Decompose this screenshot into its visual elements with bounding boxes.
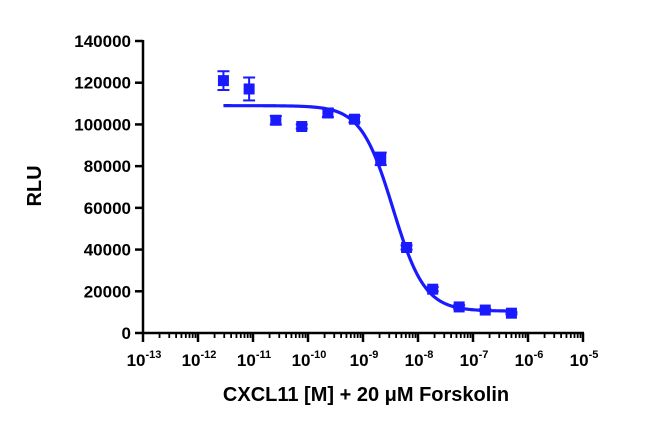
y-tick-label: 60000: [84, 199, 131, 218]
x-tick-label: 10-5: [570, 349, 599, 370]
data-point: [296, 121, 308, 133]
x-tick-label: 10-7: [460, 349, 489, 370]
data-point: [505, 307, 517, 319]
y-tick-label: 120000: [74, 74, 131, 93]
y-tick-label: 100000: [74, 115, 131, 134]
x-axis: 10-13 10-12 10-11 10-10 10-9 10-8 10-7 10-6 10-5: [127, 331, 599, 370]
data-point: [375, 153, 387, 165]
data-point: [270, 114, 282, 126]
data-series: [217, 70, 518, 319]
x-tick-label: 10-8: [405, 349, 434, 370]
data-point: [453, 301, 465, 313]
data-point: [427, 283, 439, 295]
data-point: [348, 113, 360, 125]
x-tick-label: 10-12: [182, 349, 217, 370]
y-tick-label: 140000: [74, 32, 131, 51]
data-point: [479, 304, 491, 316]
y-tick-label: 80000: [84, 157, 131, 176]
y-tick-label: 40000: [84, 241, 131, 260]
x-tick-label: 10-13: [127, 349, 162, 370]
y-axis-label: RLU: [24, 165, 46, 206]
data-point: [322, 107, 334, 119]
x-tick-label: 10-11: [237, 349, 271, 370]
x-axis-label: CXCL11 [M] + 20 μM Forskolin: [223, 384, 509, 406]
x-tick-label: 10-10: [292, 349, 327, 370]
data-point: [401, 241, 413, 253]
y-tick-label: 0: [122, 324, 131, 343]
fit-curve: [223, 104, 512, 313]
y-axis: 0 20000 40000 60000 80000 100000 120000 140000: [74, 32, 145, 343]
y-tick-label: 20000: [84, 282, 131, 301]
data-point: [217, 75, 229, 87]
x-tick-label: 10-6: [515, 349, 544, 370]
data-point: [243, 83, 255, 95]
x-tick-label: 10-9: [350, 349, 379, 370]
